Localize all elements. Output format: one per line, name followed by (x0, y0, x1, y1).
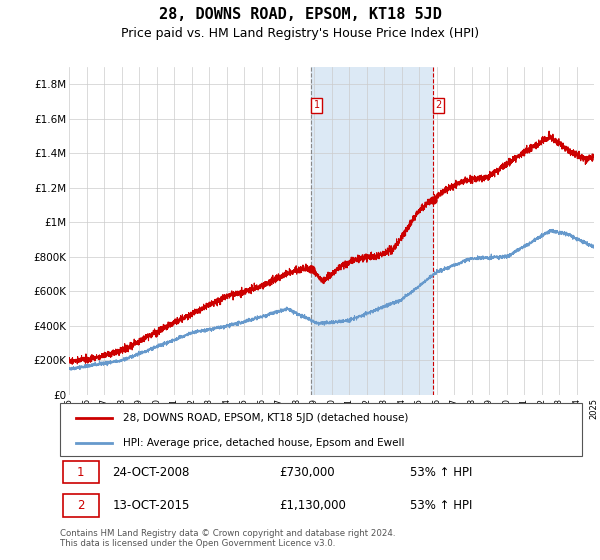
Text: Price paid vs. HM Land Registry's House Price Index (HPI): Price paid vs. HM Land Registry's House … (121, 27, 479, 40)
Text: 1: 1 (77, 465, 85, 479)
Text: 28, DOWNS ROAD, EPSOM, KT18 5JD (detached house): 28, DOWNS ROAD, EPSOM, KT18 5JD (detache… (122, 413, 408, 423)
Text: £1,130,000: £1,130,000 (279, 499, 346, 512)
Text: 2: 2 (435, 100, 442, 110)
Text: Contains HM Land Registry data © Crown copyright and database right 2024.
This d: Contains HM Land Registry data © Crown c… (60, 529, 395, 548)
FancyBboxPatch shape (62, 461, 99, 483)
Text: 2: 2 (77, 499, 85, 512)
FancyBboxPatch shape (60, 403, 582, 456)
Text: £730,000: £730,000 (279, 465, 335, 479)
Bar (311, 67, 433, 395)
Text: 1: 1 (313, 100, 320, 110)
Text: 28, DOWNS ROAD, EPSOM, KT18 5JD: 28, DOWNS ROAD, EPSOM, KT18 5JD (158, 7, 442, 22)
Text: 13-OCT-2015: 13-OCT-2015 (112, 499, 190, 512)
FancyBboxPatch shape (62, 494, 99, 517)
Text: 24-OCT-2008: 24-OCT-2008 (112, 465, 190, 479)
Text: 53% ↑ HPI: 53% ↑ HPI (410, 499, 472, 512)
Text: HPI: Average price, detached house, Epsom and Ewell: HPI: Average price, detached house, Epso… (122, 438, 404, 448)
Text: 53% ↑ HPI: 53% ↑ HPI (410, 465, 472, 479)
